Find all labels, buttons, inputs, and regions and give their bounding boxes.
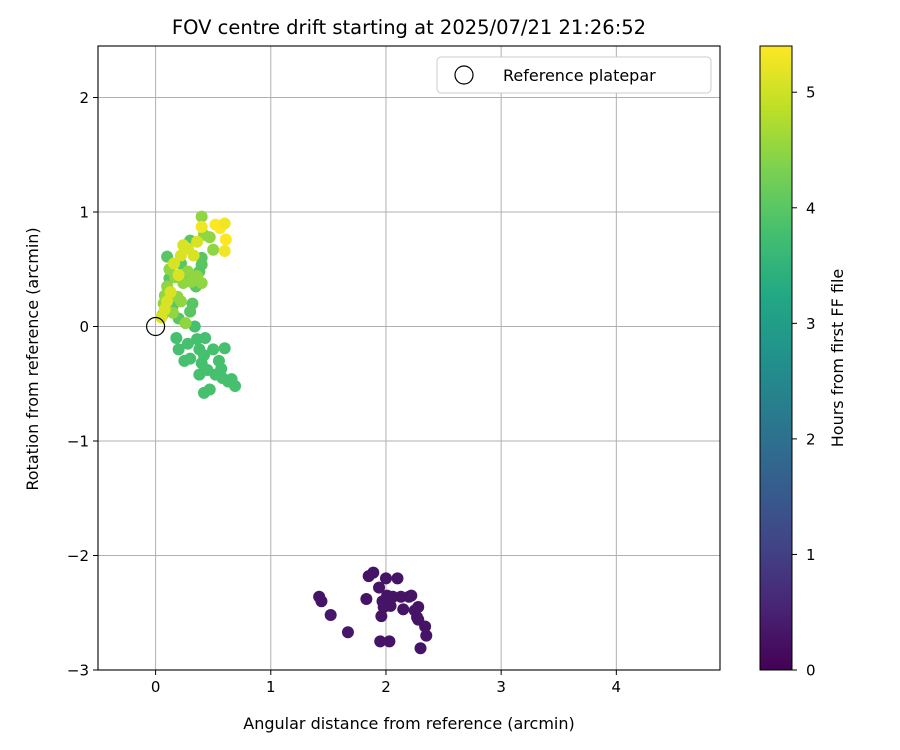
data-point (215, 362, 228, 375)
x-tick-label: 3 (496, 678, 506, 696)
data-point (184, 352, 197, 365)
colorbar-tick-label: 0 (806, 662, 816, 680)
colorbar: 0 1 2 3 4 5 Hours from first FF file (759, 45, 847, 680)
data-point (168, 257, 181, 270)
data-point (384, 599, 397, 612)
colorbar-tick-label: 4 (806, 199, 816, 217)
data-point (412, 601, 425, 614)
data-point (186, 297, 199, 310)
data-point (203, 383, 216, 396)
data-point (397, 603, 410, 616)
data-point (172, 268, 185, 281)
colorbar-ticks: 0 1 2 3 4 5 (792, 84, 816, 680)
data-point (383, 635, 396, 648)
data-point (375, 610, 388, 623)
x-tick-label: 2 (381, 678, 391, 696)
data-point (373, 581, 386, 594)
x-tick-label: 4 (612, 678, 622, 696)
colorbar-tick-label: 1 (806, 546, 816, 564)
data-point (172, 343, 185, 356)
x-tick-label: 0 (151, 678, 161, 696)
legend-box (436, 56, 712, 94)
data-point (341, 626, 354, 639)
data-point (324, 609, 337, 622)
data-point (207, 243, 220, 256)
data-point (391, 572, 404, 585)
legend: Reference platepar (436, 56, 712, 94)
data-point (174, 295, 187, 308)
data-point (170, 331, 183, 344)
y-tick-label: 0 (79, 318, 89, 336)
chart-title: FOV centre drift starting at 2025/07/21 … (172, 16, 646, 39)
data-point (420, 629, 433, 642)
colorbar-tick-label: 5 (806, 84, 816, 102)
data-point (315, 595, 328, 608)
data-point (367, 566, 380, 579)
reference-platepar-marker (145, 316, 166, 337)
data-point (218, 342, 231, 355)
colorbar-gradient (759, 45, 793, 671)
x-axis-ticks: 0 1 2 3 4 (151, 670, 621, 696)
data-point (161, 295, 174, 308)
y-tick-label: 2 (79, 89, 89, 107)
y-axis-label: Rotation from reference (arcmin) (23, 227, 42, 490)
colorbar-label: Hours from first FF file (828, 269, 847, 448)
x-axis-label: Angular distance from reference (arcmin) (243, 714, 574, 733)
data-point (374, 635, 387, 648)
data-point (179, 317, 192, 330)
data-point (195, 210, 208, 223)
data-point (405, 589, 418, 602)
grid-lines (98, 46, 720, 671)
colorbar-tick-label: 2 (806, 430, 816, 448)
data-point (187, 249, 200, 262)
data-point (229, 380, 242, 393)
y-tick-label: 1 (79, 204, 89, 222)
data-point (181, 337, 194, 350)
data-point (197, 349, 210, 362)
data-point (195, 277, 208, 290)
data-point (219, 233, 232, 246)
data-point (379, 572, 392, 585)
legend-entry-reference-platepar: Reference platepar (503, 66, 656, 85)
data-point (191, 235, 204, 248)
data-point (218, 217, 231, 230)
data-point (203, 231, 216, 244)
data-point (181, 265, 194, 278)
data-point (195, 220, 208, 233)
colorbar-tick-label: 3 (806, 315, 816, 333)
data-point (419, 620, 432, 633)
data-point (207, 343, 220, 356)
x-tick-label: 1 (266, 678, 276, 696)
data-point (218, 244, 231, 257)
data-point (414, 642, 427, 655)
y-tick-label: −2 (67, 547, 89, 565)
y-tick-label: −1 (67, 433, 89, 451)
data-point (199, 331, 212, 344)
y-tick-label: −3 (67, 662, 89, 680)
data-point (188, 320, 201, 333)
y-axis-ticks: −3 −2 −1 0 1 2 (67, 89, 98, 680)
data-points (155, 210, 433, 655)
data-point (360, 593, 373, 606)
legend-marker (454, 65, 474, 85)
data-point (164, 286, 177, 299)
axes-frame (97, 45, 721, 671)
